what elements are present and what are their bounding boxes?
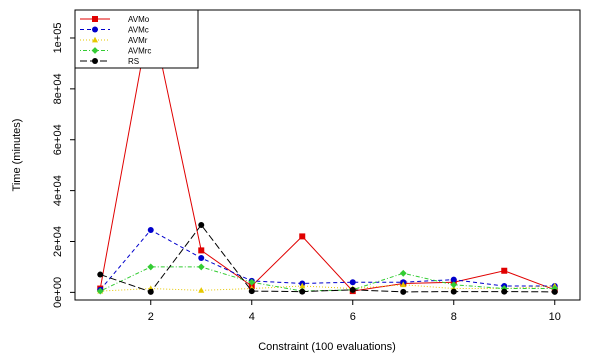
legend-marker-avmr bbox=[92, 36, 98, 43]
legend-item-avmrc: AVMrc bbox=[80, 47, 151, 56]
x-tick-label: 2 bbox=[148, 311, 154, 323]
point-avmrc bbox=[450, 281, 458, 289]
point-avmc bbox=[349, 279, 356, 286]
legend-marker-rs bbox=[92, 58, 98, 64]
point-avmrc bbox=[399, 269, 407, 277]
point-rs bbox=[551, 288, 558, 295]
x-axis: 2 4 6 8 10 bbox=[148, 300, 561, 323]
x-tick-label: 4 bbox=[249, 311, 255, 323]
point-rs bbox=[248, 288, 255, 295]
point-rs bbox=[97, 271, 104, 278]
point-avmo bbox=[501, 267, 508, 274]
point-rs bbox=[450, 288, 457, 295]
legend-label-rs: RS bbox=[128, 57, 139, 66]
plot-frame bbox=[74, 9, 581, 301]
y-tick-label: 4e+04 bbox=[52, 175, 64, 206]
point-rs bbox=[198, 221, 205, 228]
point-avmc bbox=[147, 227, 154, 234]
point-rs bbox=[147, 288, 154, 295]
point-avmrc bbox=[96, 287, 104, 295]
series-line-avmrc bbox=[100, 266, 555, 292]
series-line-avmc bbox=[99, 229, 555, 291]
legend-item-avmr: AVMr bbox=[80, 36, 148, 45]
series-rs bbox=[97, 221, 558, 295]
point-avmrc bbox=[147, 263, 155, 271]
x-tick-label: 6 bbox=[350, 311, 356, 323]
legend-item-avmc: AVMc bbox=[80, 26, 149, 35]
legend-marker-avmrc bbox=[91, 47, 99, 54]
legend-label-avmrc: AVMrc bbox=[128, 47, 151, 56]
y-tick-label: 2e+04 bbox=[52, 226, 64, 257]
series-line-rs bbox=[100, 224, 555, 293]
point-avmrc bbox=[248, 278, 256, 286]
series-line-avmo bbox=[99, 12, 555, 292]
point-avmc bbox=[198, 255, 205, 262]
legend-label-avmr: AVMr bbox=[128, 36, 148, 45]
point-avmo bbox=[299, 233, 306, 240]
point-rs bbox=[299, 288, 306, 295]
y-tick-label: 8e+04 bbox=[52, 73, 64, 104]
point-avmr bbox=[299, 282, 306, 289]
x-axis-title: Constraint (100 evaluations) bbox=[258, 341, 396, 353]
point-avmo bbox=[198, 247, 205, 254]
series-avmc bbox=[97, 227, 558, 293]
point-rs bbox=[349, 286, 356, 293]
series-line-avmr bbox=[100, 284, 555, 292]
point-avmr bbox=[198, 287, 205, 293]
point-avmrc bbox=[197, 263, 205, 271]
y-tick-label: 6e+04 bbox=[52, 124, 64, 155]
x-tick-label: 10 bbox=[549, 311, 561, 323]
y-axis-title: Time (minutes) bbox=[11, 119, 23, 192]
legend-marker-avmo bbox=[92, 16, 98, 22]
legend-item-avmo: AVMo bbox=[80, 15, 150, 24]
legend-item-rs: RS bbox=[80, 57, 139, 66]
point-avmr bbox=[400, 281, 407, 288]
point-rs bbox=[400, 288, 407, 295]
point-rs bbox=[501, 288, 508, 295]
y-tick-label: 1e+05 bbox=[52, 23, 64, 54]
legend-label-avmo: AVMo bbox=[128, 15, 150, 24]
legend-marker-avmc bbox=[92, 26, 98, 33]
y-tick-label: 0e+00 bbox=[52, 277, 64, 308]
point-avmc bbox=[450, 276, 457, 283]
x-tick-label: 8 bbox=[451, 311, 457, 323]
legend-label-avmc: AVMc bbox=[128, 26, 149, 35]
series-avmrc bbox=[96, 263, 559, 295]
y-axis: 0e+00 2e+04 4e+04 6e+04 8e+04 1e+05 bbox=[52, 23, 75, 308]
